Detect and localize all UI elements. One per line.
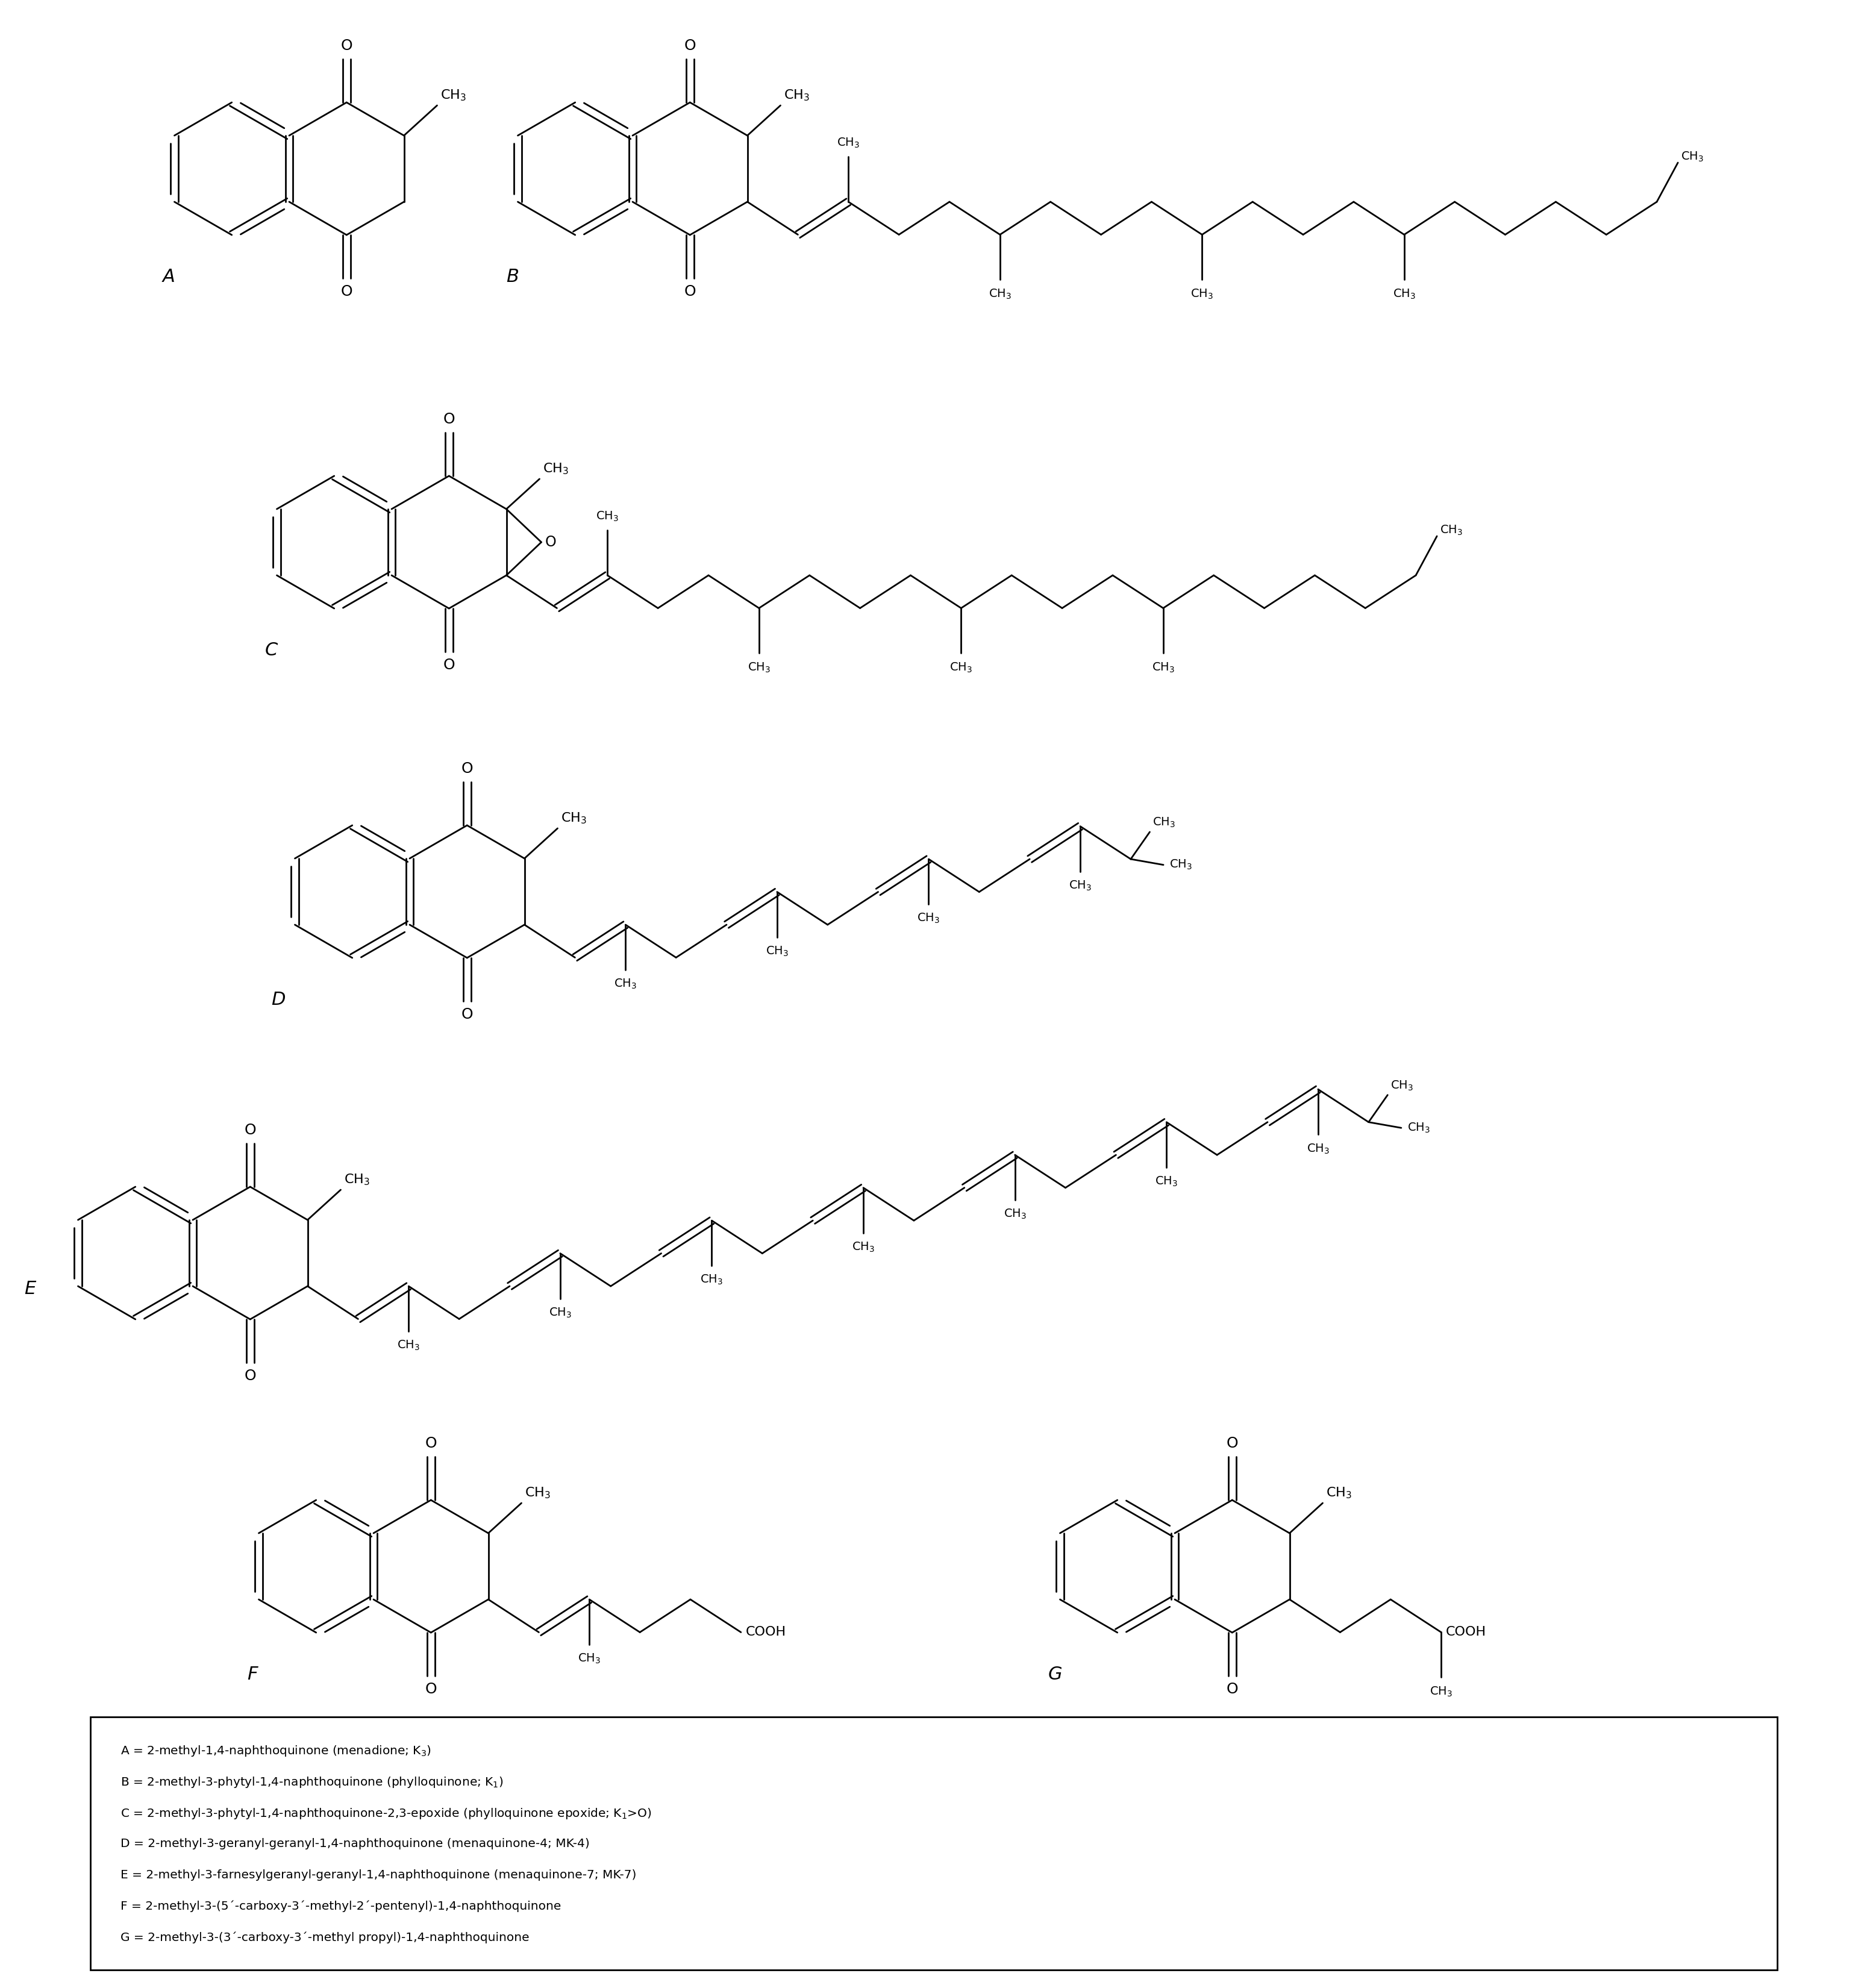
Text: CH$_3$: CH$_3$ (838, 137, 860, 149)
Text: E = 2-methyl-3-farnesylgeranyl-geranyl-1,4-naphthoquinone (menaquinone-7; MK-7): E = 2-methyl-3-farnesylgeranyl-geranyl-1… (120, 1869, 636, 1881)
Text: CH$_3$: CH$_3$ (1152, 662, 1174, 674)
Text: O: O (424, 1435, 438, 1451)
Text: CH$_3$: CH$_3$ (1169, 859, 1193, 871)
Text: CH$_3$: CH$_3$ (1070, 879, 1092, 893)
FancyBboxPatch shape (90, 1718, 1776, 1970)
Text: G: G (1049, 1666, 1062, 1684)
Text: CH$_3$: CH$_3$ (950, 662, 972, 674)
Text: A: A (163, 268, 176, 286)
Text: B = 2-methyl-3-phytyl-1,4-naphthoquinone (phylloquinone; K$_1$): B = 2-methyl-3-phytyl-1,4-naphthoquinone… (120, 1775, 503, 1789)
Text: F: F (247, 1666, 258, 1684)
Text: D = 2-methyl-3-geranyl-geranyl-1,4-naphthoquinone (menaquinone-4; MK-4): D = 2-methyl-3-geranyl-geranyl-1,4-napht… (120, 1839, 589, 1849)
Text: CH$_3$: CH$_3$ (1152, 817, 1176, 829)
Text: O: O (684, 284, 696, 298)
Text: CH$_3$: CH$_3$ (701, 1274, 724, 1286)
Text: O: O (443, 658, 454, 672)
Text: CH$_3$: CH$_3$ (1156, 1175, 1178, 1189)
Text: CH$_3$: CH$_3$ (1440, 523, 1462, 537)
Text: CH$_3$: CH$_3$ (561, 811, 587, 825)
Text: O: O (245, 1368, 256, 1384)
Text: CH$_3$: CH$_3$ (439, 87, 466, 103)
Text: CH$_3$: CH$_3$ (1191, 288, 1214, 300)
Text: COOH: COOH (1446, 1626, 1487, 1638)
Text: CH$_3$: CH$_3$ (1326, 1485, 1352, 1501)
Text: CH$_3$: CH$_3$ (1393, 288, 1416, 300)
Text: COOH: COOH (746, 1626, 785, 1638)
Text: CH$_3$: CH$_3$ (1004, 1209, 1027, 1221)
Text: O: O (443, 412, 454, 427)
Text: CH$_3$: CH$_3$ (916, 912, 941, 924)
Text: CH$_3$: CH$_3$ (989, 288, 1012, 300)
Text: CH$_3$: CH$_3$ (1681, 151, 1704, 163)
Text: O: O (340, 284, 352, 298)
Text: CH$_3$: CH$_3$ (853, 1241, 875, 1254)
Text: C: C (266, 642, 279, 660)
Text: CH$_3$: CH$_3$ (748, 662, 770, 674)
Text: F = 2-methyl-3-(5´-carboxy-3´-methyl-2´-pentenyl)-1,4-naphthoquinone: F = 2-methyl-3-(5´-carboxy-3´-methyl-2´-… (120, 1901, 561, 1912)
Text: CH$_3$: CH$_3$ (784, 87, 810, 103)
Text: CH$_3$: CH$_3$ (613, 978, 638, 990)
Text: G = 2-methyl-3-(3´-carboxy-3´-methyl propyl)-1,4-naphthoquinone: G = 2-methyl-3-(3´-carboxy-3´-methyl pro… (120, 1932, 529, 1944)
Text: O: O (462, 1008, 473, 1022)
Text: E: E (24, 1280, 36, 1298)
Text: A = 2-methyl-1,4-naphthoquinone (menadione; K$_3$): A = 2-methyl-1,4-naphthoquinone (menadio… (120, 1743, 432, 1757)
Text: O: O (1227, 1682, 1238, 1696)
Text: O: O (340, 38, 352, 54)
Text: CH$_3$: CH$_3$ (765, 944, 789, 958)
Text: CH$_3$: CH$_3$ (1307, 1143, 1330, 1155)
Text: CH$_3$: CH$_3$ (396, 1340, 421, 1352)
Text: O: O (424, 1682, 438, 1696)
Text: C = 2-methyl-3-phytyl-1,4-naphthoquinone-2,3-epoxide (phylloquinone epoxide; K$_: C = 2-methyl-3-phytyl-1,4-naphthoquinone… (120, 1807, 653, 1821)
Text: CH$_3$: CH$_3$ (344, 1173, 370, 1187)
Text: B: B (507, 268, 518, 286)
Text: CH$_3$: CH$_3$ (1408, 1121, 1431, 1135)
Text: CH$_3$: CH$_3$ (578, 1652, 600, 1666)
Text: O: O (544, 535, 555, 549)
Text: O: O (245, 1123, 256, 1137)
Text: O: O (684, 38, 696, 54)
Text: CH$_3$: CH$_3$ (1391, 1079, 1414, 1091)
Text: CH$_3$: CH$_3$ (597, 511, 619, 523)
Text: CH$_3$: CH$_3$ (548, 1306, 572, 1320)
Text: O: O (1227, 1435, 1238, 1451)
Text: O: O (462, 761, 473, 775)
Text: CH$_3$: CH$_3$ (1431, 1686, 1453, 1698)
Text: CH$_3$: CH$_3$ (524, 1485, 550, 1501)
Text: CH$_3$: CH$_3$ (542, 461, 568, 475)
Text: D: D (271, 990, 286, 1008)
